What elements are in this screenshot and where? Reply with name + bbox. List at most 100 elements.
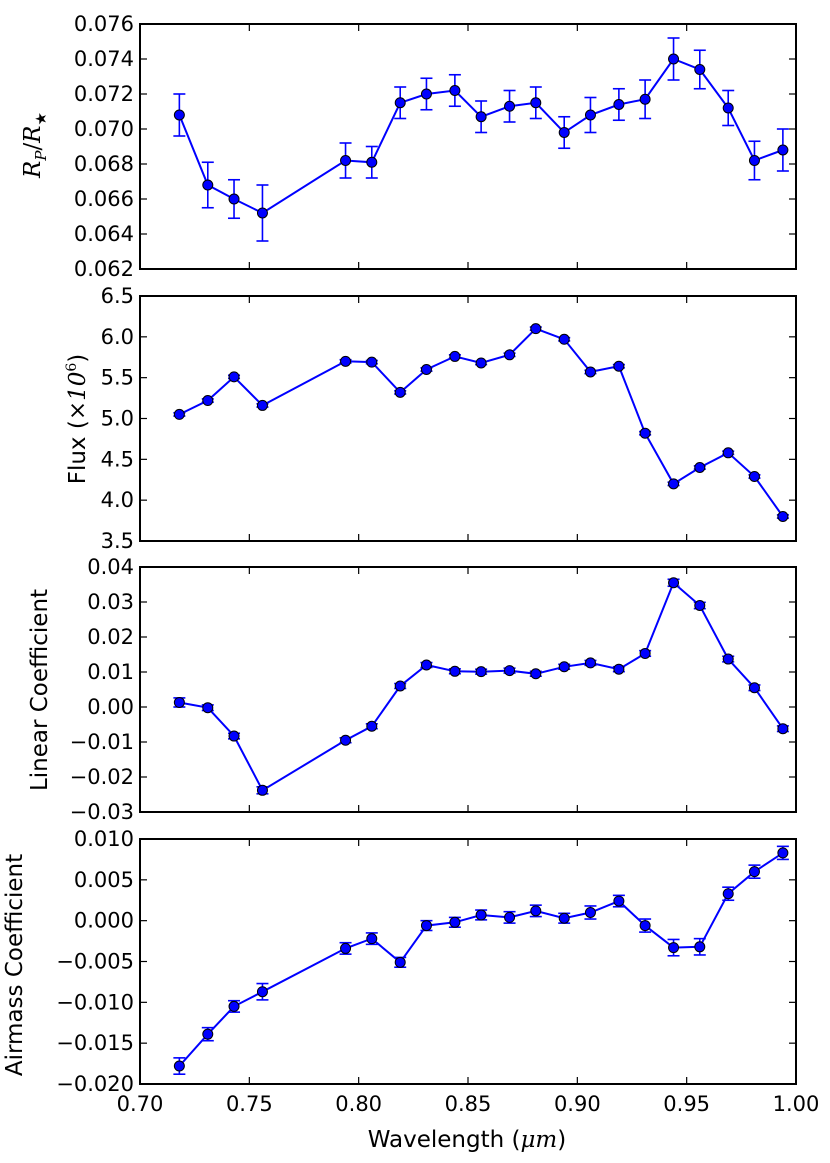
airmass-data-point	[668, 942, 680, 954]
linear-ytick-label: −0.03	[70, 800, 134, 824]
airmass-data-point	[228, 1000, 240, 1012]
panel-airmass-ylabel: Airmass Coefficient	[2, 854, 28, 1076]
airmass-data-point	[558, 912, 570, 924]
flux-data-point	[694, 462, 706, 473]
x-tick-label: 0.90	[554, 1092, 601, 1116]
panel-airmass: −0.020 −0.015 −0.010 −0.005 0.000 0.005 0.010 0…	[2, 827, 819, 1116]
airmass-data-point	[256, 986, 268, 998]
linear-ytick-label: 0.03	[87, 590, 134, 614]
radius-ratio-data-point	[558, 127, 570, 138]
panel-linear-ylabel: Linear Coefficient	[27, 589, 53, 791]
airmass-ytick-label: −0.010	[56, 990, 134, 1014]
linear-data-point	[530, 668, 542, 680]
radius-ratio-data-point	[613, 99, 625, 110]
radius-ratio-ytick-label: 0.064	[74, 222, 134, 246]
airmass-data-point	[722, 888, 734, 900]
flux-data-point	[420, 364, 432, 375]
x-tick-label: 0.75	[226, 1092, 273, 1116]
flux-data-point	[748, 470, 760, 482]
radius-ratio-data-point	[228, 193, 240, 205]
x-axis-label: Wavelength (μm)	[368, 1127, 566, 1153]
flux-data-point	[777, 511, 789, 522]
radius-ratio-data-point	[504, 100, 516, 112]
linear-data-point	[777, 723, 789, 735]
radius-ratio-data-point	[173, 109, 185, 121]
linear-data-point	[668, 577, 680, 589]
linear-ytick-label: −0.02	[70, 765, 134, 789]
panel-radius-ratio-ylabel: RP/R★	[20, 112, 50, 179]
airmass-ytick-label: −0.005	[56, 950, 134, 974]
airmass-data-point	[173, 1060, 185, 1072]
airmass-data-point	[584, 907, 596, 918]
radius-ratio-data-point	[475, 111, 487, 123]
airmass-data-point	[366, 933, 378, 945]
linear-data-point	[228, 730, 240, 742]
linear-data-point	[449, 665, 461, 677]
panel-flux-ylabel: Flux (×106)	[64, 354, 91, 485]
flux-data-point	[256, 399, 268, 411]
airmass-ytick-label: 0.010	[74, 827, 134, 851]
flux-ytick-label: 5.0	[101, 407, 134, 431]
airmass-ytick-label: −0.020	[56, 1072, 134, 1096]
panel-airmass-frame	[139, 838, 797, 1085]
airmass-data-point	[475, 909, 487, 921]
flux-data-point	[449, 350, 461, 362]
linear-data-point	[173, 696, 185, 708]
radius-ratio-data-point	[366, 156, 378, 168]
radius-ratio-data-point	[722, 102, 734, 114]
radius-ratio-ytick-label: 0.074	[74, 47, 134, 71]
flux-data-point	[722, 447, 734, 459]
flux-data-point	[202, 395, 214, 407]
flux-data-point	[340, 355, 352, 367]
radius-ratio-data-point	[748, 155, 760, 166]
linear-ytick-label: −0.01	[70, 730, 134, 754]
linear-ytick-label: 0.04	[87, 555, 134, 579]
radius-ratio-data-point	[394, 97, 406, 109]
panel-flux-frame	[139, 295, 797, 542]
flux-data-point	[613, 360, 625, 372]
linear-data-point	[584, 657, 596, 669]
linear-ytick-label: 0.02	[87, 625, 134, 649]
flux-data-point	[173, 408, 185, 420]
linear-data-point	[340, 734, 352, 746]
flux-ytick-label: 4.0	[101, 488, 134, 512]
radius-ratio-ytick-label: 0.070	[74, 117, 134, 141]
airmass-ytick-label: 0.000	[74, 909, 134, 933]
airmass-data-point	[777, 847, 789, 859]
airmass-ytick-label: 0.005	[74, 868, 134, 892]
flux-data-point	[558, 333, 570, 345]
x-tick-label: 1.00	[773, 1092, 820, 1116]
radius-ratio-ytick-label: 0.076	[74, 12, 134, 36]
linear-data-point	[694, 600, 706, 611]
linear-data-point	[366, 720, 378, 732]
radius-ratio-series-line	[178, 57, 784, 215]
airmass-series-line	[178, 852, 784, 1067]
linear-data-point	[558, 661, 570, 673]
linear-ytick-label: 0.00	[87, 695, 134, 719]
radius-ratio-ytick-label: 0.066	[74, 187, 134, 211]
flux-ytick-label: 5.5	[101, 366, 134, 390]
airmass-data-point	[748, 866, 760, 878]
flux-data-point	[228, 371, 240, 383]
radius-ratio-data-point	[668, 53, 680, 65]
flux-ytick-label: 4.5	[101, 447, 134, 471]
radius-ratio-data-point	[530, 97, 542, 109]
x-tick-label: 0.85	[445, 1092, 492, 1116]
radius-ratio-data-point	[340, 155, 352, 166]
flux-ytick-label: 3.5	[101, 529, 134, 553]
linear-data-point	[394, 680, 406, 692]
radius-ratio-data-point	[639, 93, 651, 105]
x-tick-label: 0.95	[663, 1092, 710, 1116]
radius-ratio-ytick-label: 0.068	[74, 152, 134, 176]
airmass-data-point	[613, 895, 625, 907]
flux-data-point	[394, 386, 406, 398]
linear-data-point	[256, 784, 268, 796]
airmass-data-point	[530, 905, 542, 917]
flux-data-point	[475, 357, 487, 369]
flux-data-point	[584, 366, 596, 378]
flux-data-point	[639, 427, 651, 439]
x-tick-label: 0.70	[117, 1092, 164, 1116]
panel-radius-ratio-frame	[139, 23, 797, 270]
flux-data-point	[530, 323, 542, 335]
